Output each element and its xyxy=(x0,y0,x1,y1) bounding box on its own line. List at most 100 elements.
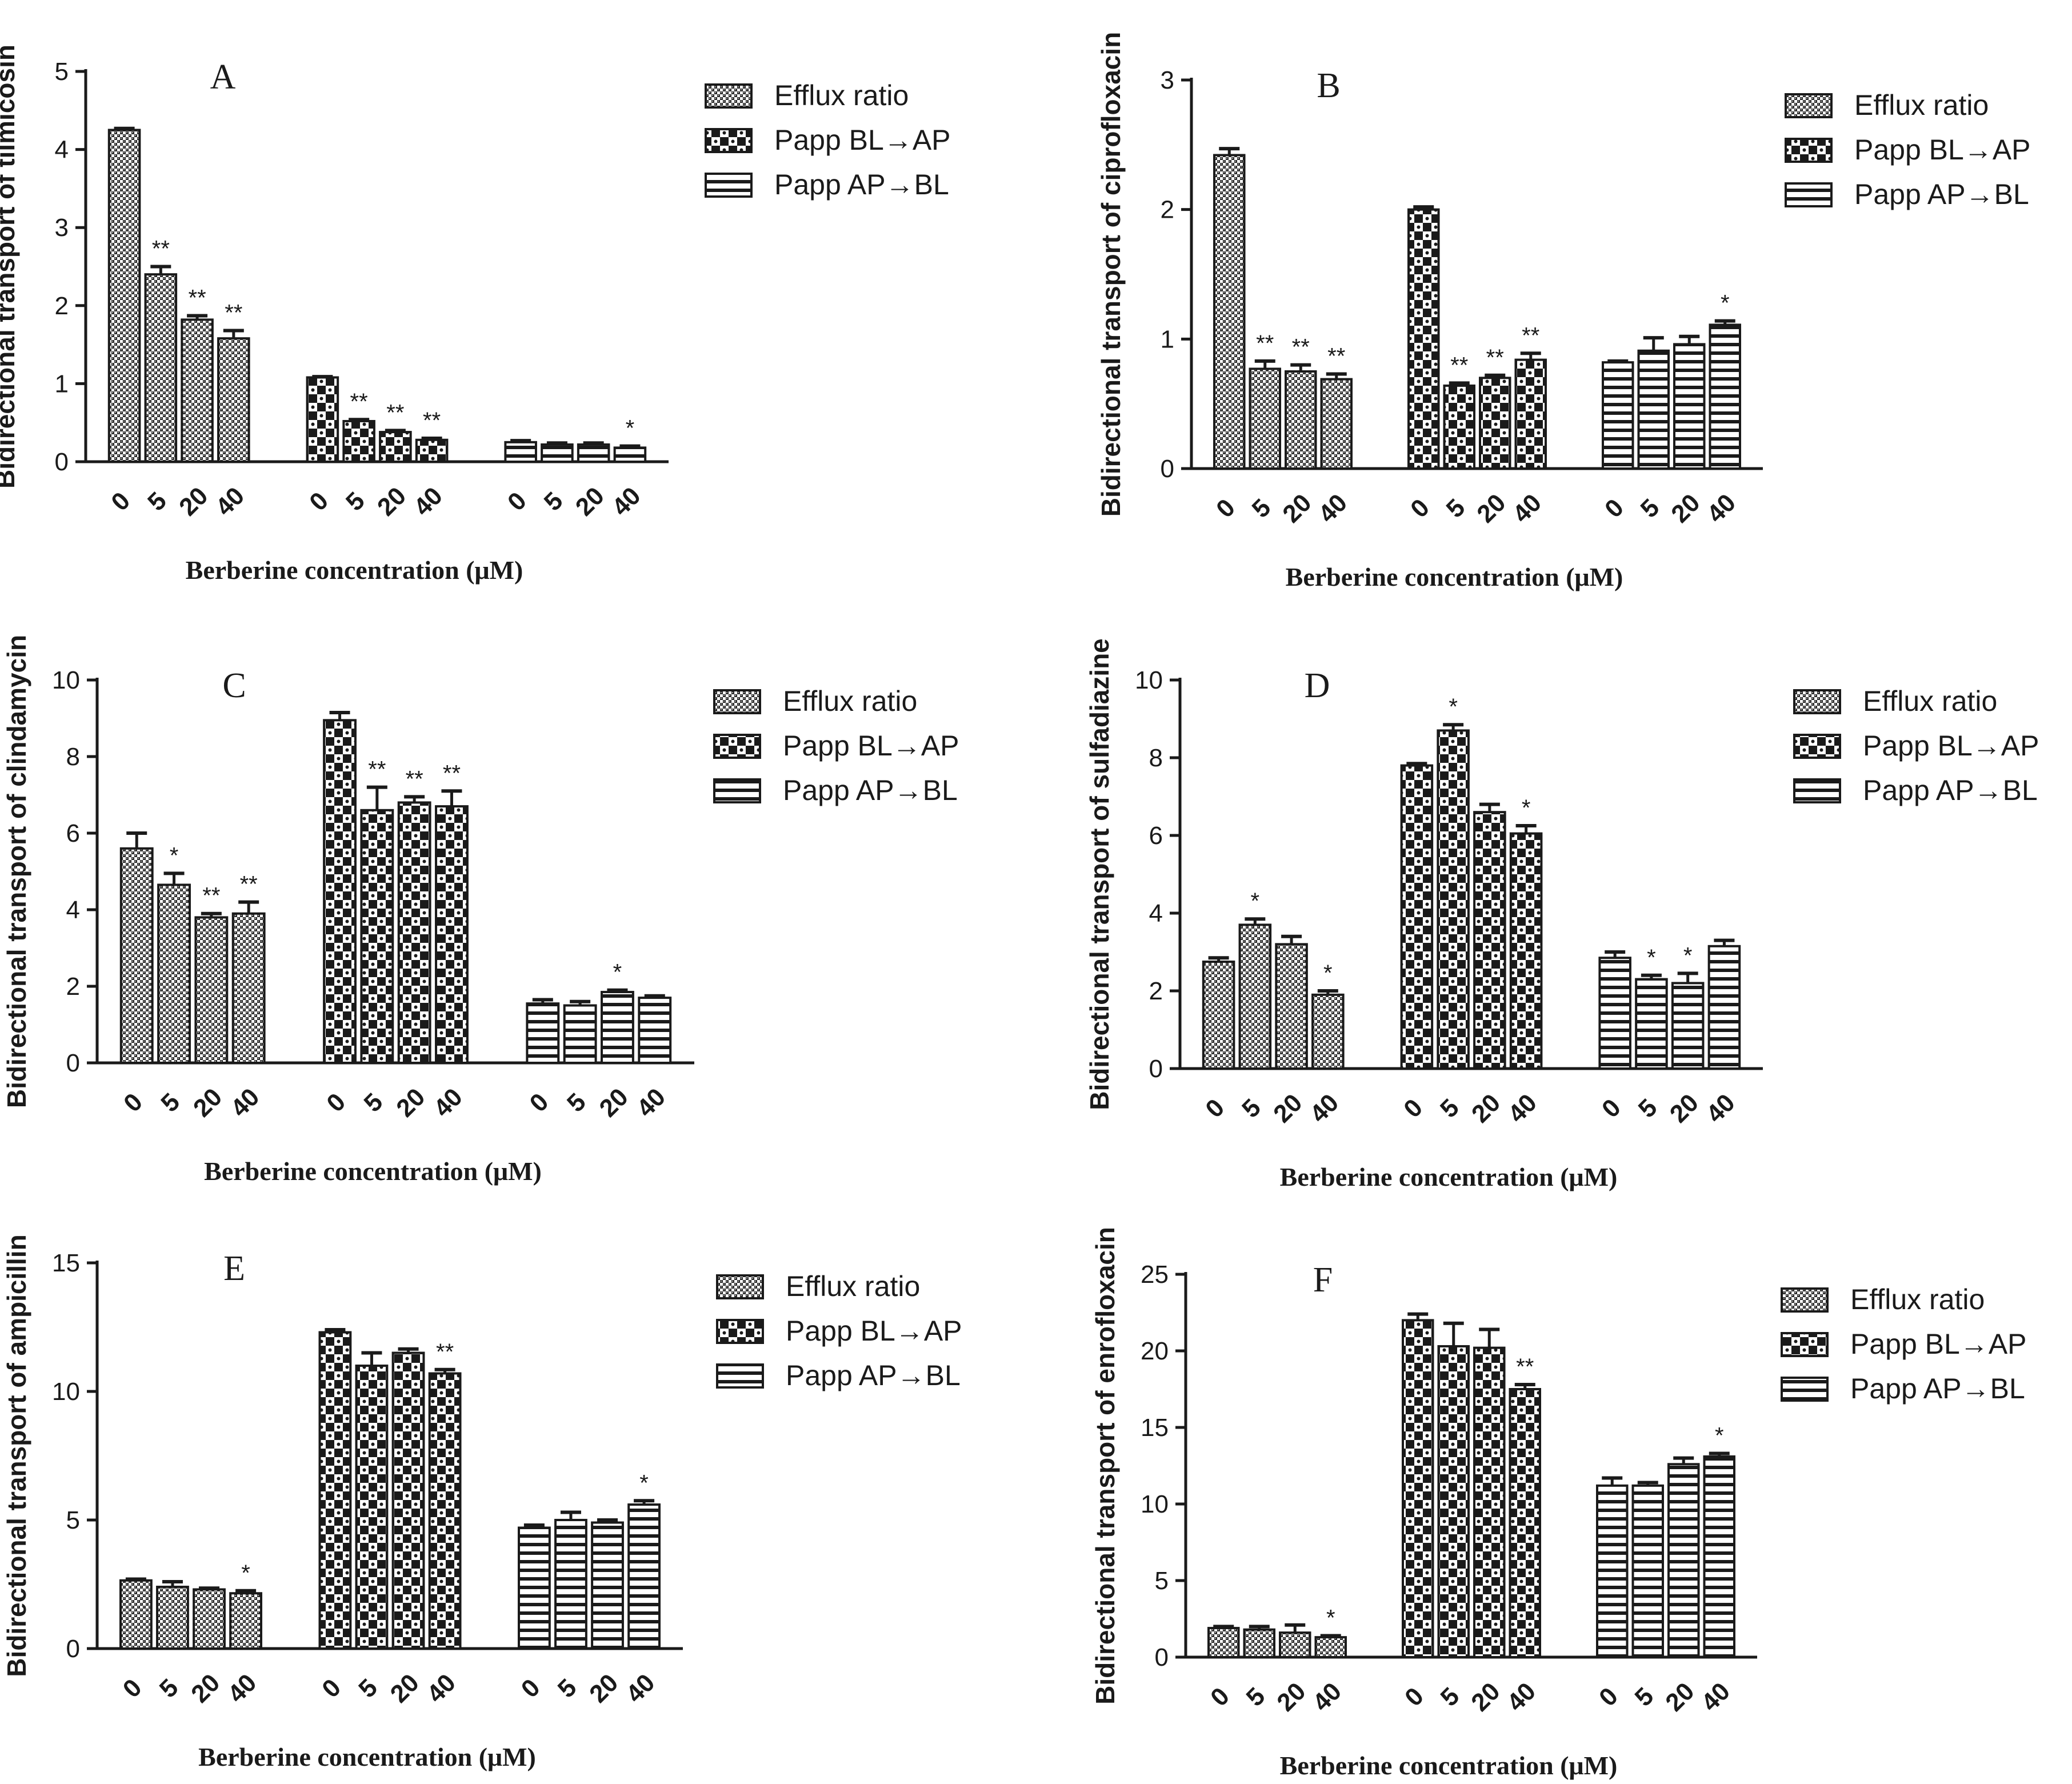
category-label: 0 xyxy=(1597,1094,1626,1123)
significance-mark: * xyxy=(626,416,635,441)
significance-mark: ** xyxy=(240,872,258,897)
significance-mark: ** xyxy=(1256,331,1274,356)
x-axis-title: Berberine concentration (μM) xyxy=(1280,1162,1618,1191)
legend-label-3: Papp AP→BL xyxy=(1850,1373,2025,1405)
panel-label: D xyxy=(1305,666,1330,705)
y-tick-label: 5 xyxy=(66,1506,80,1534)
significance-mark: ** xyxy=(225,301,242,326)
bar-1-20 xyxy=(193,1588,226,1650)
y-tick-label: 15 xyxy=(1141,1414,1169,1442)
bar-1-20 xyxy=(194,916,229,1065)
significance-mark: ** xyxy=(189,286,206,311)
category-label: 0 xyxy=(502,487,532,517)
legend-label-3: Papp AP→BL xyxy=(774,169,949,201)
category-label: 20 xyxy=(391,1083,430,1122)
panel-label: B xyxy=(1317,66,1340,105)
category-label: 0 xyxy=(516,1674,546,1703)
bar-2-0 xyxy=(306,376,339,463)
legend-label-3: Papp AP→BL xyxy=(786,1359,961,1391)
significance-mark: ** xyxy=(1450,353,1468,378)
y-tick-label: 3 xyxy=(55,214,69,242)
bar-3-40 xyxy=(638,997,672,1064)
y-tick-label: 10 xyxy=(52,1378,80,1406)
bar-2-40 xyxy=(1509,832,1543,1070)
significance-mark: * xyxy=(1522,795,1531,821)
bar-3-5 xyxy=(563,1004,597,1064)
significance-mark: * xyxy=(1721,291,1730,316)
bar-3-0 xyxy=(1602,361,1634,470)
bar-1-0 xyxy=(1207,1627,1240,1659)
category-label: 20 xyxy=(1666,489,1705,528)
category-label: 20 xyxy=(584,1669,623,1708)
bar-3-40 xyxy=(1709,323,1741,470)
legend-swatch-1 xyxy=(716,1274,764,1299)
bar-2-20 xyxy=(391,1351,425,1650)
bar-2-40 xyxy=(1514,358,1547,470)
bar-1-20 xyxy=(1285,370,1317,470)
significance-mark: ** xyxy=(1522,323,1539,348)
y-tick-label: 15 xyxy=(52,1249,80,1277)
category-label: 20 xyxy=(1277,489,1317,528)
y-tick-label: 4 xyxy=(1149,899,1163,927)
y-tick-label: 20 xyxy=(1141,1337,1169,1365)
significance-mark: * xyxy=(1326,1605,1335,1630)
category-label: 5 xyxy=(1441,494,1471,523)
y-tick-label: 10 xyxy=(1141,1490,1169,1518)
y-tick-label: 1 xyxy=(1161,325,1174,353)
legend-swatch-2 xyxy=(1793,734,1841,759)
bar-3-20 xyxy=(1671,982,1705,1070)
bar-3-20 xyxy=(591,1521,624,1650)
category-label: 40 xyxy=(1502,1677,1541,1717)
y-tick-label: 10 xyxy=(1135,666,1163,694)
legend-label-2: Papp BL→AP xyxy=(1854,134,2031,166)
category-label: 40 xyxy=(222,1669,262,1708)
bar-2-40 xyxy=(1509,1388,1541,1658)
y-axis-title: Bidirectional transport of ciprofloxacin xyxy=(1096,32,1126,517)
bar-3-5 xyxy=(1637,349,1670,470)
category-label: 20 xyxy=(174,482,213,521)
legend-swatch-1 xyxy=(1793,689,1841,714)
bar-1-0 xyxy=(1213,154,1246,470)
bar-2-5 xyxy=(355,1365,389,1650)
category-label: 20 xyxy=(188,1083,227,1122)
category-label: 0 xyxy=(1594,1682,1623,1712)
y-tick-label: 0 xyxy=(55,448,69,476)
significance-mark: * xyxy=(1323,961,1333,986)
category-label: 0 xyxy=(118,1088,148,1118)
bar-3-20 xyxy=(577,443,610,463)
category-label: 5 xyxy=(154,1674,184,1703)
y-tick-label: 0 xyxy=(1149,1055,1163,1083)
y-axis-title: Bidirectional transport of ampicillin xyxy=(2,1234,31,1677)
category-label: 5 xyxy=(1247,494,1277,523)
significance-mark: ** xyxy=(423,408,441,433)
significance-mark: ** xyxy=(443,761,461,786)
bar-1-20 xyxy=(1279,1631,1311,1659)
bar-1-5 xyxy=(156,1586,189,1650)
significance-mark: * xyxy=(1647,945,1656,970)
category-label: 0 xyxy=(304,487,334,517)
bar-2-20 xyxy=(1473,811,1506,1070)
legend-swatch-2 xyxy=(1785,138,1833,163)
chart-panel-e: 0 5 10 15 Bidirectional transport of ampicil… xyxy=(2,1234,962,1771)
bar-1-20 xyxy=(1275,943,1308,1070)
chart-panel-a: 0 1 2 3 4 5 Bidirectional transport of tilmico… xyxy=(0,45,951,585)
bar-1-40 xyxy=(1311,993,1345,1070)
y-tick-label: 8 xyxy=(1149,744,1163,772)
legend-label-1: Efflux ratio xyxy=(1850,1283,1985,1315)
category-label: 40 xyxy=(1702,489,1741,528)
bar-2-20 xyxy=(1473,1346,1506,1658)
significance-mark: * xyxy=(1715,1423,1724,1449)
category-label: 0 xyxy=(1599,494,1629,523)
category-label: 40 xyxy=(422,1669,461,1708)
bar-3-0 xyxy=(1596,1484,1629,1659)
category-label: 20 xyxy=(372,482,411,521)
bar-2-0 xyxy=(1402,1319,1434,1658)
category-label: 0 xyxy=(106,487,135,517)
bar-3-40 xyxy=(1707,945,1741,1070)
bar-2-0 xyxy=(1400,764,1434,1070)
category-label: 5 xyxy=(1630,1682,1659,1712)
legend-swatch-1 xyxy=(713,689,761,714)
significance-mark: * xyxy=(613,960,622,985)
y-tick-label: 5 xyxy=(55,58,69,86)
